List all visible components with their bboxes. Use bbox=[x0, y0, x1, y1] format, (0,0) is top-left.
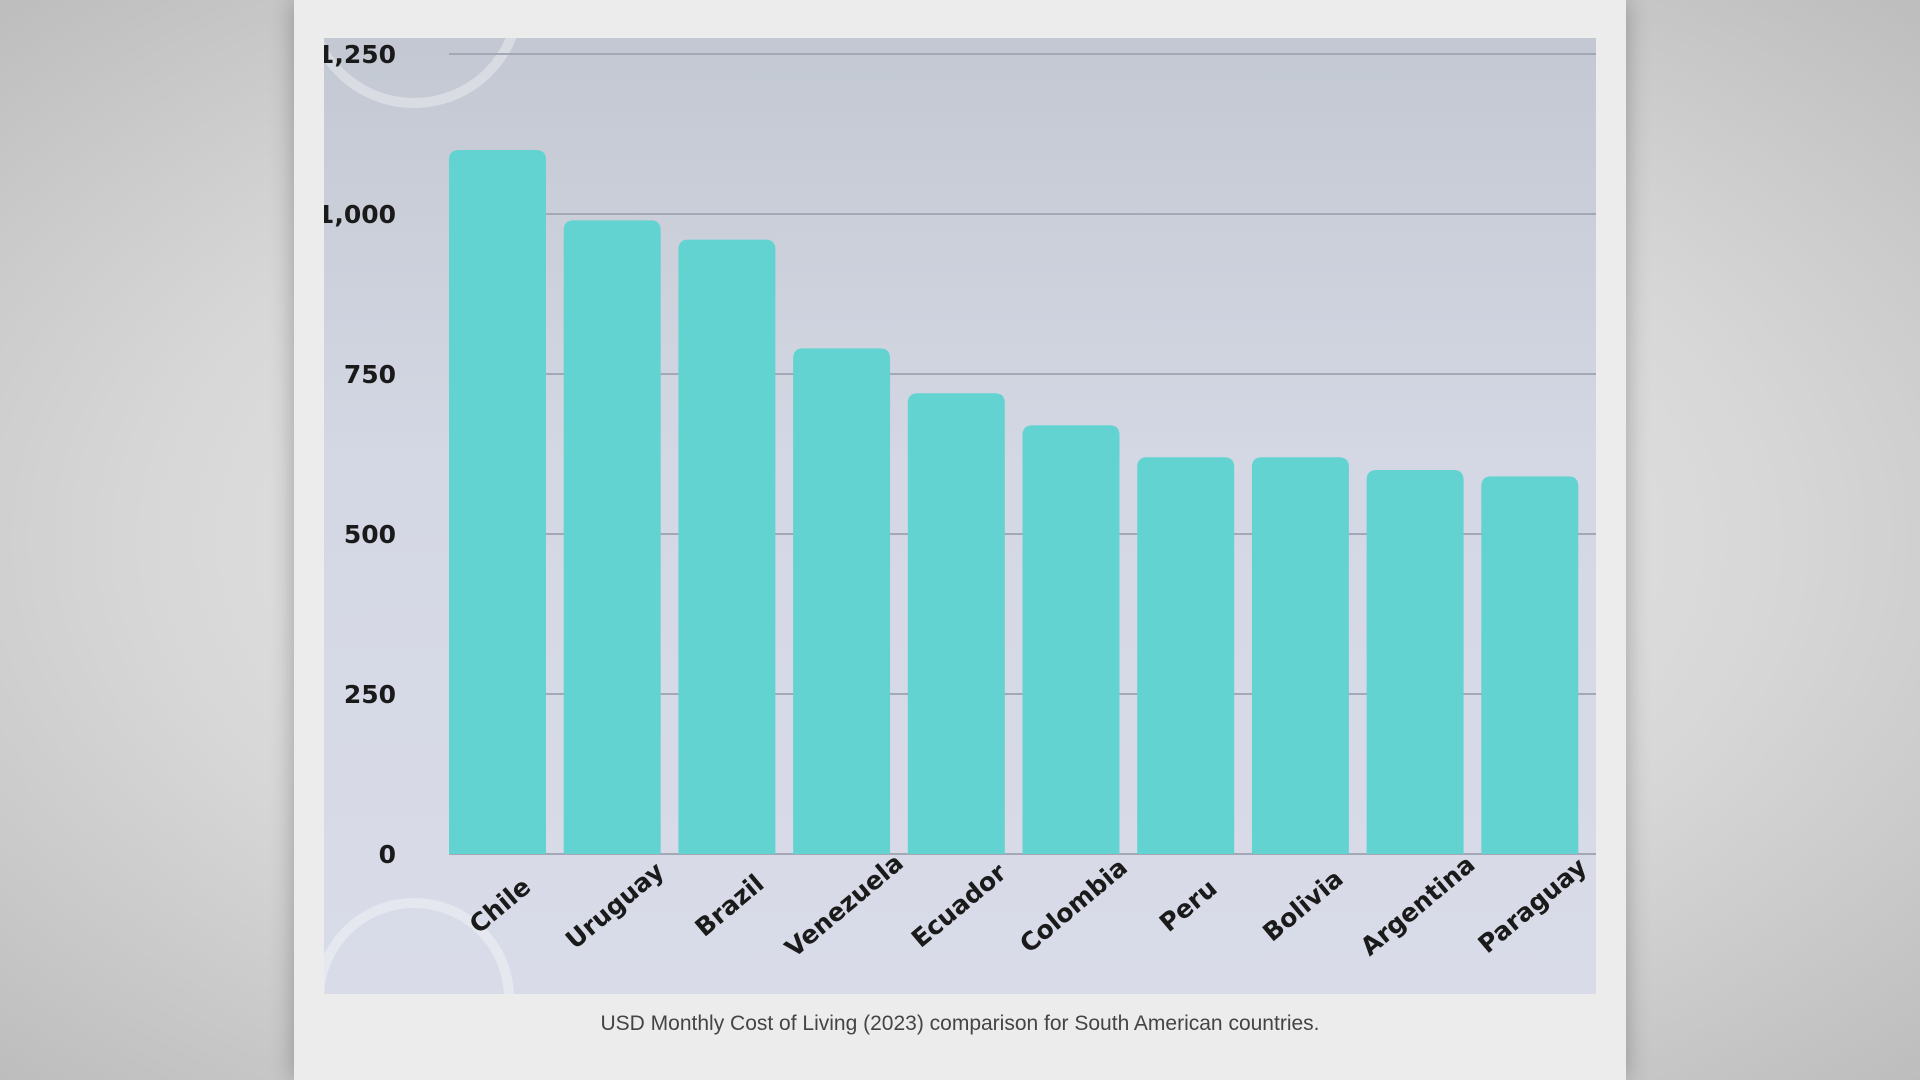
bar-uruguay bbox=[563, 220, 661, 854]
bar-venezuela bbox=[793, 348, 891, 854]
x-tick-label-brazil: Brazil bbox=[689, 869, 769, 943]
bar-paraguay bbox=[1481, 476, 1579, 854]
chart-card: 0 250 500 750 1,000 1,250 Chile Uruguay Brazil Ve… bbox=[294, 0, 1626, 1080]
y-tick-label: 1,250 bbox=[324, 40, 396, 69]
x-tick-label-venezuela: Venezuela bbox=[779, 848, 908, 963]
x-tick-label-chile: Chile bbox=[464, 872, 536, 939]
x-tick-label-ecuador: Ecuador bbox=[906, 857, 1012, 953]
bar-chile bbox=[449, 150, 546, 854]
chart-caption: USD Monthly Cost of Living (2023) compar… bbox=[600, 1012, 1320, 1035]
x-tick-label-bolivia: Bolivia bbox=[1257, 864, 1348, 947]
y-tick-label: 1,000 bbox=[324, 200, 396, 229]
bar-argentina bbox=[1366, 470, 1464, 854]
x-tick-label-paraguay: Paraguay bbox=[1473, 852, 1593, 959]
x-tick-label-colombia: Colombia bbox=[1014, 852, 1133, 958]
plot-area: 0 250 500 750 1,000 1,250 Chile Uruguay Brazil Ve… bbox=[324, 38, 1596, 994]
bar-brazil bbox=[678, 239, 776, 855]
bar-chart: 0 250 500 750 1,000 1,250 Chile Uruguay Brazil Ve… bbox=[324, 40, 1596, 963]
bar-colombia bbox=[1022, 425, 1120, 854]
y-tick-label: 0 bbox=[379, 840, 396, 869]
bar-bolivia bbox=[1251, 457, 1349, 854]
y-tick-label: 500 bbox=[344, 520, 396, 549]
bar-peru bbox=[1137, 457, 1235, 854]
x-tick-label-argentina: Argentina bbox=[1355, 850, 1481, 962]
x-tick-label-uruguay: Uruguay bbox=[560, 856, 669, 954]
bar-ecuador bbox=[907, 393, 1005, 854]
y-tick-label: 250 bbox=[344, 680, 396, 709]
x-tick-label-peru: Peru bbox=[1154, 873, 1223, 937]
y-tick-label: 750 bbox=[344, 360, 396, 389]
